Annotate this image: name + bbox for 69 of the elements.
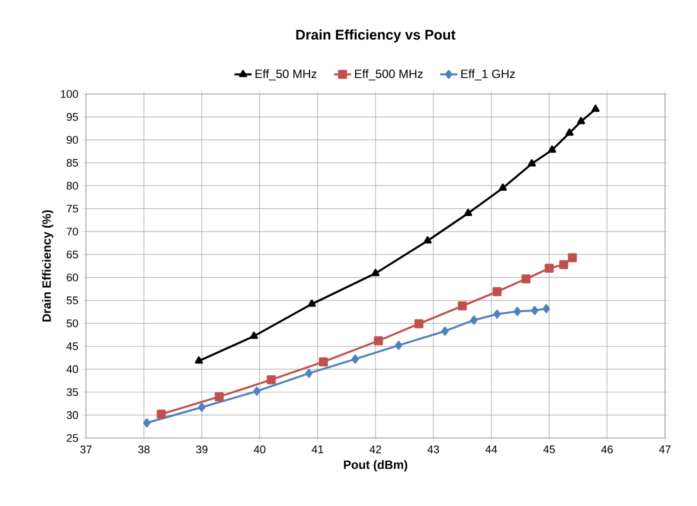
x-tick-label: 44 [485, 446, 498, 454]
point [522, 274, 531, 284]
point [214, 392, 224, 402]
point [308, 300, 316, 307]
point [492, 287, 502, 296]
y-tick-label: 75 [66, 204, 78, 212]
point [531, 306, 538, 315]
x-tick-label: 37 [80, 446, 92, 454]
x-tick-label: 42 [370, 446, 382, 454]
point [194, 356, 203, 364]
point [395, 340, 402, 350]
point [352, 354, 359, 364]
x-tick-label: 40 [254, 446, 266, 454]
point [548, 145, 556, 153]
point [565, 128, 574, 136]
legend-label: Eff_500 MHz [355, 69, 423, 80]
point [414, 319, 424, 328]
y-tick-label: 30 [66, 411, 78, 419]
y-tick-label: 55 [66, 296, 78, 304]
point [568, 253, 577, 262]
point [514, 306, 521, 316]
point [458, 301, 467, 310]
y-tick-label: 35 [66, 388, 78, 396]
legend-label: Eff_1 GHz [461, 69, 515, 80]
y-tick-label: 90 [66, 136, 78, 144]
chart-title: Drain Efficiency vs Pout [296, 29, 456, 42]
x-tick-label: 46 [601, 446, 613, 454]
point [253, 386, 260, 396]
x-axis-title: Pout (dBm) [344, 460, 408, 472]
point [424, 236, 432, 244]
point [544, 264, 554, 273]
point [266, 375, 276, 384]
point [542, 304, 550, 314]
y-tick-label: 45 [66, 342, 78, 350]
point [464, 208, 472, 216]
point [470, 316, 478, 325]
point [493, 310, 501, 319]
point [143, 418, 150, 428]
x-tick-label: 38 [138, 446, 150, 454]
point [498, 184, 507, 191]
point [198, 402, 206, 412]
y-tick-label: 40 [66, 365, 78, 374]
y-axis-title: Drain Efficiency (%) [42, 210, 54, 322]
x-tick-label: 41 [312, 446, 324, 454]
y-tick-label: 65 [66, 250, 78, 258]
point [559, 260, 568, 270]
y-tick-label: 25 [66, 434, 78, 442]
y-tick-label: 70 [66, 228, 78, 236]
point [441, 326, 449, 336]
y-tick-label: 100 [60, 90, 78, 98]
y-tick-label: 60 [66, 274, 78, 282]
point [156, 410, 166, 419]
y-tick-label: 85 [66, 158, 78, 167]
point [318, 357, 328, 366]
x-tick-label: 47 [659, 446, 671, 454]
y-tick-label: 95 [66, 113, 78, 121]
point [591, 104, 600, 112]
point [577, 117, 586, 124]
point [374, 336, 383, 346]
y-tick-label: 80 [66, 182, 78, 190]
point [305, 368, 313, 378]
legend-label: Eff_50 MHz [256, 69, 316, 80]
x-tick-label: 39 [196, 446, 208, 454]
x-tick-label: 45 [543, 446, 555, 454]
y-tick-label: 50 [66, 319, 78, 328]
point [250, 332, 258, 339]
x-tick-label: 43 [428, 446, 440, 454]
point [371, 268, 380, 276]
point [528, 159, 536, 166]
